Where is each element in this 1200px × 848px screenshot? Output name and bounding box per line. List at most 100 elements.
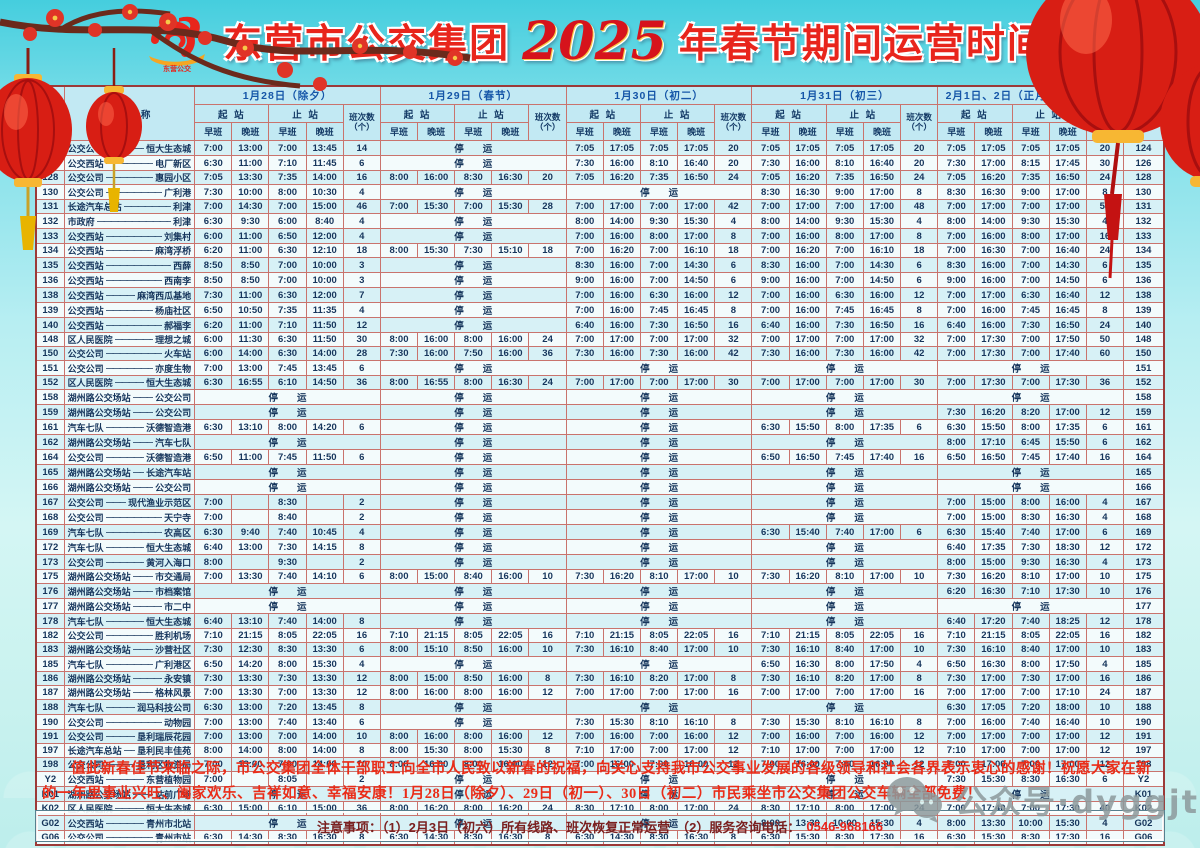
route-number-cell-right: 173: [1122, 554, 1165, 570]
suspended-cell: 停 运: [194, 479, 381, 495]
time-cell: 16:00: [602, 317, 641, 333]
time-cell: [305, 771, 344, 787]
route-name-cell: 公交西站郝福李: [63, 317, 196, 333]
time-cell: 12:10: [305, 243, 344, 258]
trip-count-cell: 4: [900, 656, 939, 672]
time-cell: 8:30: [937, 184, 976, 200]
table-row: 152区人民医院恒大生态城6:3016:556:1014:50368:0016:…: [35, 375, 1165, 390]
time-cell: 16:20: [788, 170, 827, 185]
time-cell: 11:35: [305, 302, 344, 318]
time-cell: 7:45: [825, 449, 864, 465]
time-cell: 18:25: [1048, 613, 1087, 629]
time-cell: 7:00: [194, 569, 233, 584]
time-cell: 7:00: [825, 375, 864, 390]
time-cell: 8:40: [639, 642, 679, 657]
trip-count-cell: 16: [1085, 449, 1124, 465]
route-number-cell: 152: [35, 375, 65, 390]
time-cell: 8:00: [379, 685, 419, 700]
trip-count-cell: 8: [1085, 184, 1124, 200]
time-cell: 7:00: [268, 729, 307, 744]
time-cell: 14:20: [305, 419, 344, 435]
time-cell: 6:40: [937, 539, 976, 555]
time-cell: 8:10: [825, 155, 864, 171]
route-name-cell: 汽车七队恒大生态城: [63, 539, 196, 555]
time-cell: 17:00: [974, 729, 1013, 744]
time-cell: 13:45: [305, 699, 344, 715]
route-number-cell: 167: [35, 494, 65, 510]
time-cell: 7:40: [1011, 524, 1050, 540]
time-cell: 13:30: [231, 170, 270, 185]
time-cell: 7:30: [268, 539, 307, 555]
trip-count-cell: 6: [1085, 434, 1124, 450]
time-cell: 8:00: [937, 815, 976, 831]
time-cell: 8:00: [454, 375, 493, 390]
route-number-cell: 164: [35, 449, 65, 465]
trip-count-cell: 4: [900, 213, 939, 229]
time-cell: 6:50: [268, 228, 307, 244]
late-shift-header: 晚班: [1048, 122, 1087, 141]
time-cell: 17:05: [1048, 140, 1087, 156]
time-cell: 7:30: [937, 642, 976, 657]
time-cell: 15:30: [491, 743, 530, 758]
time-cell: 15:30: [602, 714, 641, 730]
time-cell: 15:30: [974, 771, 1013, 787]
notice-main: 注意事项：（1）2月3日（初六）所有线路、班次恢复正常运营: [316, 819, 671, 835]
time-cell: 7:05: [565, 140, 604, 156]
trip-count-cell: 40: [1085, 801, 1124, 816]
time-cell: 7:00: [194, 714, 233, 730]
time-cell: 14:00: [305, 743, 344, 758]
time-cell: 7:00: [751, 375, 790, 390]
route-number-cell: 182: [35, 628, 65, 643]
trip-count-cell: 6: [342, 449, 381, 465]
time-cell: 8:50: [231, 272, 270, 288]
trip-count-cell: 60: [1085, 346, 1124, 361]
suspended-cell: 停 运: [379, 598, 567, 614]
time-cell: 14:20: [231, 656, 270, 672]
time-cell: 7:00: [639, 243, 679, 258]
time-cell: 9:30: [825, 213, 864, 229]
time-cell: 8:10: [825, 569, 864, 584]
time-cell: 8:40: [454, 569, 493, 584]
trip-count-cell: 10: [342, 757, 381, 772]
late-shift-header: 晚班: [231, 122, 270, 141]
time-cell: 8:00: [825, 419, 864, 435]
time-cell: 7:30: [565, 714, 604, 730]
suspended-cell: 停 运: [565, 479, 753, 495]
time-cell: 7:00: [751, 685, 790, 700]
time-cell: 7:00: [565, 302, 604, 318]
time-cell: 7:30: [565, 671, 604, 686]
time-cell: 17:00: [602, 743, 641, 758]
time-cell: 9:30: [268, 554, 307, 570]
suspended-cell: 停 运: [937, 389, 1124, 405]
time-cell: 15:00: [974, 509, 1013, 525]
suspended-cell: 停 运: [565, 434, 753, 450]
suspended-cell: 停 运: [379, 272, 567, 288]
time-cell: 16:00: [602, 302, 641, 318]
time-cell: 7:30: [379, 346, 419, 361]
trip-count-cell: 4: [342, 184, 381, 200]
time-cell: 8:30: [751, 801, 790, 816]
time-cell: 7:00: [1011, 729, 1050, 744]
time-cell: 17:30: [974, 375, 1013, 390]
time-cell: 7:30: [751, 714, 790, 730]
time-cell: 7:00: [937, 714, 976, 730]
suspended-cell: 停 运: [379, 539, 567, 555]
suspended-cell: 停 运: [937, 598, 1124, 614]
trip-count-cell: 8: [1085, 302, 1124, 318]
time-cell: 16:30: [1048, 771, 1087, 787]
time-cell: 17:00: [974, 671, 1013, 686]
route-name-cell: 湖州路公交场站市二中: [63, 598, 196, 614]
trip-count-cell: 36: [528, 346, 567, 361]
route-number-cell: 140: [35, 317, 65, 333]
trip-count-cell: 10: [1085, 569, 1124, 584]
time-cell: 16:40: [862, 155, 902, 171]
time-cell: 7:00: [268, 272, 307, 288]
time-cell: 7:00: [1011, 757, 1050, 772]
time-cell: 7:00: [565, 685, 604, 700]
table-row: 162湖州路公交场站汽车七队停 运停 运停 运停 运8:0017:106:451…: [35, 434, 1165, 450]
time-cell: 7:00: [825, 743, 864, 758]
suspended-cell: 停 运: [379, 583, 567, 599]
time-cell: 6:30: [268, 243, 307, 258]
